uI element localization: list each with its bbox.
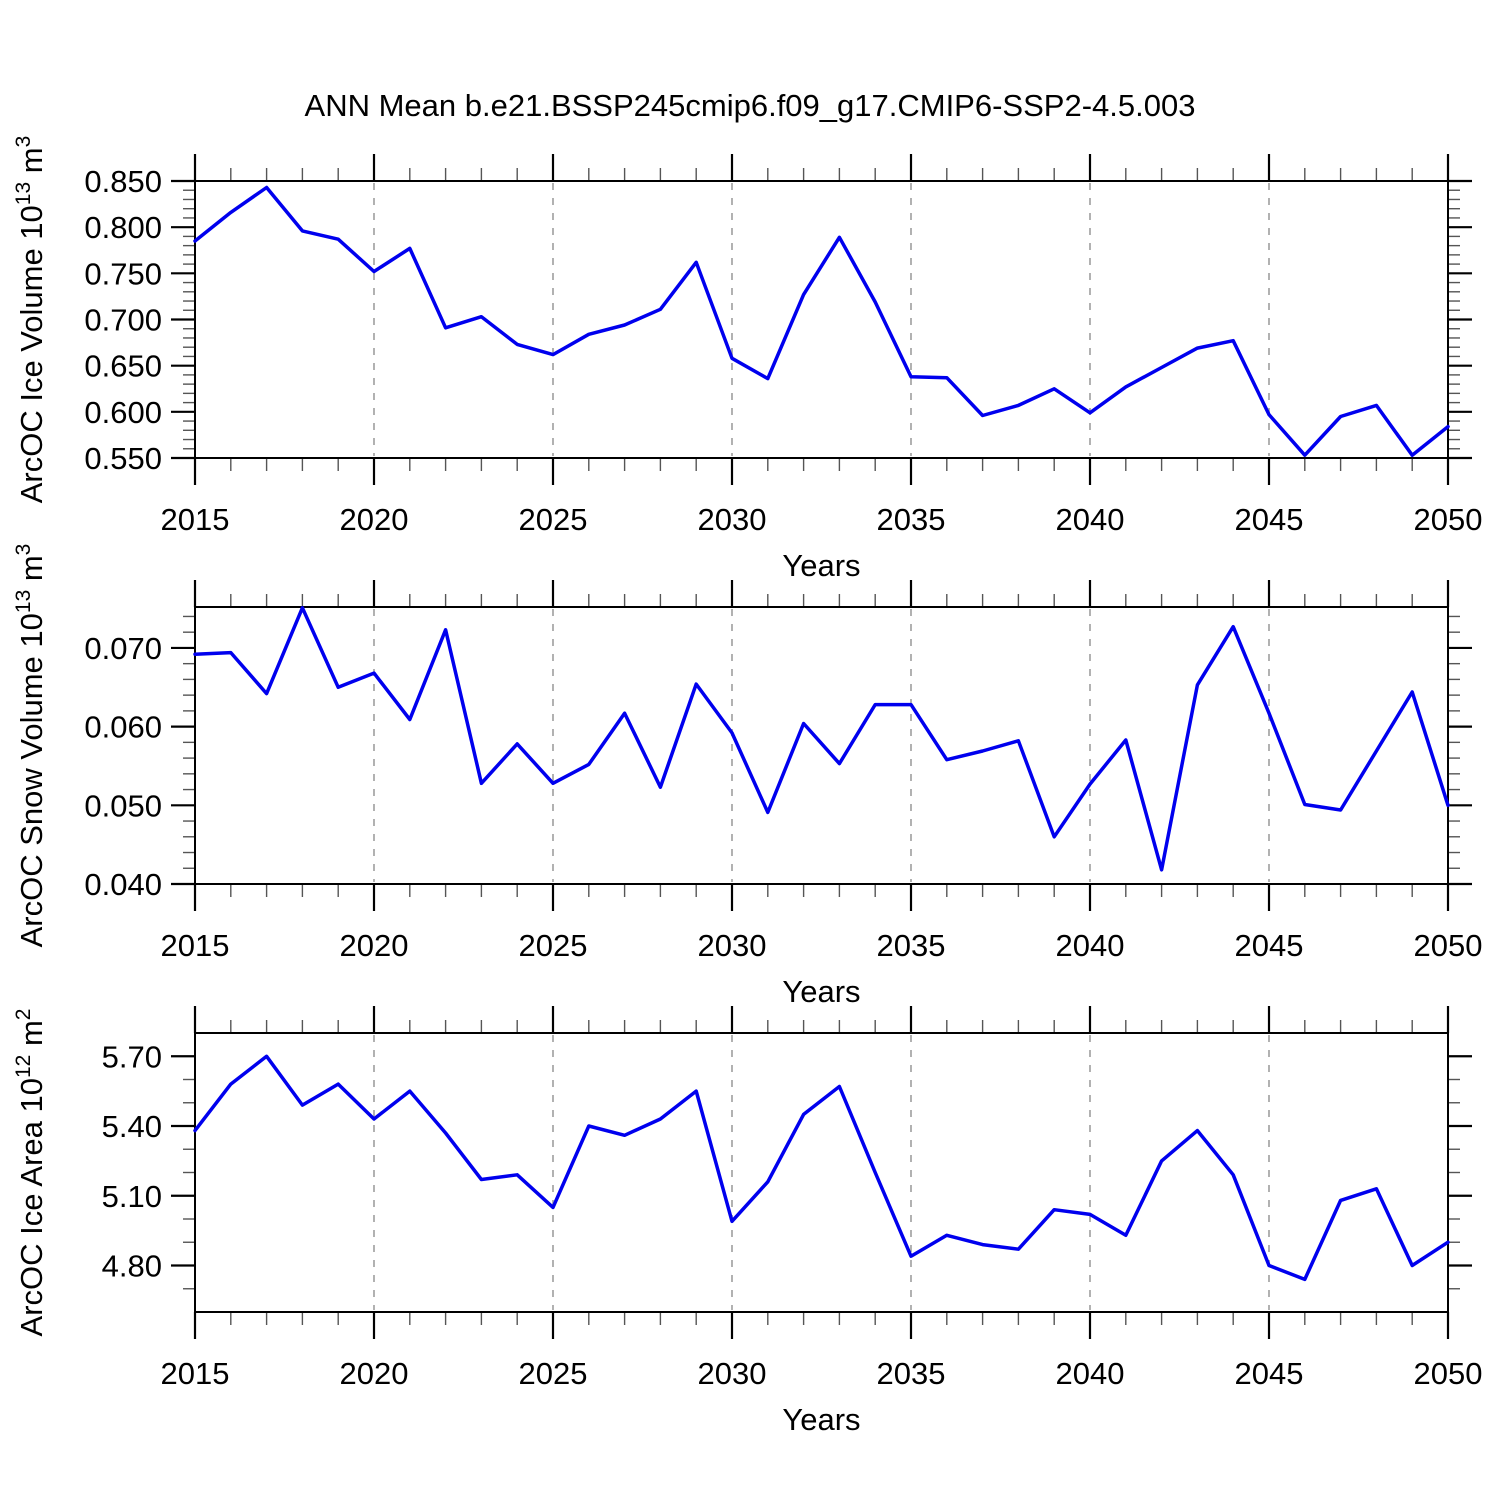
x-tick-label: 2040: [1056, 502, 1125, 537]
x-axis-title: Years: [782, 1402, 860, 1437]
x-tick-label: 2025: [519, 1356, 588, 1391]
x-tick-label: 2015: [161, 1356, 230, 1391]
x-tick-label: 2045: [1235, 1356, 1304, 1391]
x-tick-label: 2050: [1414, 1356, 1483, 1391]
x-tick-label: 2045: [1235, 502, 1304, 537]
x-tick-labels: 2015 2020 2025 2030 2035 2040 2045 2050: [161, 502, 1483, 537]
panel-ice-area: 4.80 5.10 5.40 5.70 2015 2020 2025 2030 2035 2040…: [12, 1006, 1482, 1437]
x-tick-label: 2030: [698, 1356, 767, 1391]
x-tick-labels: 2015 2020 2025 2030 2035 2040 2045 2050: [161, 1356, 1483, 1391]
y-ticks: [171, 1055, 1472, 1290]
y-axis-title: ArcOC Ice Area 1012 m2: [12, 1009, 49, 1337]
x-tick-label: 2025: [519, 502, 588, 537]
x-tick-label: 2020: [340, 502, 409, 537]
x-tick-label: 2015: [161, 502, 230, 537]
y-tick-label: 0.070: [84, 631, 162, 666]
x-axis-title: Years: [782, 974, 860, 1009]
x-tick-label: 2020: [340, 928, 409, 963]
x-tick-label: 2035: [877, 502, 946, 537]
gridlines: [373, 1035, 1270, 1310]
y-tick-label: 5.10: [102, 1179, 162, 1214]
gridlines: [373, 183, 1270, 456]
data-line-ice-volume: [193, 185, 1450, 457]
y-tick-label: 5.70: [102, 1039, 162, 1074]
x-tick-label: 2045: [1235, 928, 1304, 963]
x-tick-label: 2035: [877, 928, 946, 963]
y-tick-label: 0.050: [84, 788, 162, 823]
y-tick-label: 0.650: [84, 349, 162, 384]
x-ticks: [193, 1006, 1450, 1339]
y-tick-label: 5.40: [102, 1109, 162, 1144]
figure-title: ANN Mean b.e21.BSSP245cmip6.f09_g17.CMIP…: [304, 88, 1196, 123]
x-ticks: [193, 154, 1450, 485]
y-axis-title: ArcOC Snow Volume 1013 m3: [12, 544, 49, 948]
x-tick-label: 2040: [1056, 1356, 1125, 1391]
y-axis-title: ArcOC Ice Volume 1013 m3: [12, 136, 49, 504]
y-tick-label: 0.850: [84, 164, 162, 199]
plot-box: [194, 180, 1449, 459]
y-tick-label: 0.040: [84, 867, 162, 902]
x-tick-labels: 2015 2020 2025 2030 2035 2040 2045 2050: [161, 928, 1483, 963]
x-tick-label: 2020: [340, 1356, 409, 1391]
y-tick-label: 0.750: [84, 256, 162, 291]
data-line-snow-volume: [193, 606, 1450, 872]
x-tick-label: 2050: [1414, 502, 1483, 537]
x-tick-label: 2050: [1414, 928, 1483, 963]
x-tick-label: 2025: [519, 928, 588, 963]
x-tick-label: 2030: [698, 928, 767, 963]
y-tick-label: 4.80: [102, 1249, 162, 1284]
y-tick-label: 0.550: [84, 441, 162, 476]
x-ticks: [193, 580, 1450, 911]
plot-box: [194, 606, 1449, 885]
gridlines: [373, 609, 1270, 882]
y-tick-label: 0.060: [84, 710, 162, 745]
x-tick-label: 2040: [1056, 928, 1125, 963]
y-ticks: [171, 615, 1472, 886]
x-tick-label: 2015: [161, 928, 230, 963]
y-ticks: [171, 179, 1472, 460]
data-line-ice-area: [193, 1054, 1450, 1282]
plot-box: [194, 1032, 1449, 1313]
x-axis-title: Years: [782, 548, 860, 583]
x-tick-label: 2030: [698, 502, 767, 537]
y-tick-label: 0.800: [84, 210, 162, 245]
y-tick-label: 0.700: [84, 303, 162, 338]
y-tick-label: 0.600: [84, 395, 162, 430]
panel-snow-volume: 0.040 0.050 0.060 0.070 2015 2020 2025 2030 2035…: [12, 544, 1482, 1009]
x-tick-label: 2035: [877, 1356, 946, 1391]
